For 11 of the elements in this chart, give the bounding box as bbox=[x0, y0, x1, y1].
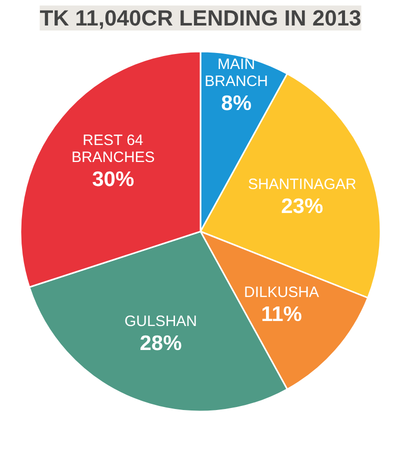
data-label: 11% bbox=[261, 302, 302, 326]
data-label: 23% bbox=[281, 194, 324, 218]
slice-label: REST 64 BRANCHES bbox=[71, 132, 155, 166]
data-label: 30% bbox=[92, 168, 134, 192]
chart-title: TK 11,040CR LENDING IN 2013 bbox=[40, 6, 362, 30]
slice-label: GULSHAN bbox=[124, 312, 198, 330]
slice-label: DILKUSHA bbox=[244, 284, 320, 301]
data-label: 8% bbox=[221, 92, 252, 116]
slice-label: SHANTINAGAR bbox=[248, 176, 356, 193]
data-label: 28% bbox=[140, 332, 182, 355]
slice-label: MAIN BRANCH bbox=[204, 56, 268, 90]
